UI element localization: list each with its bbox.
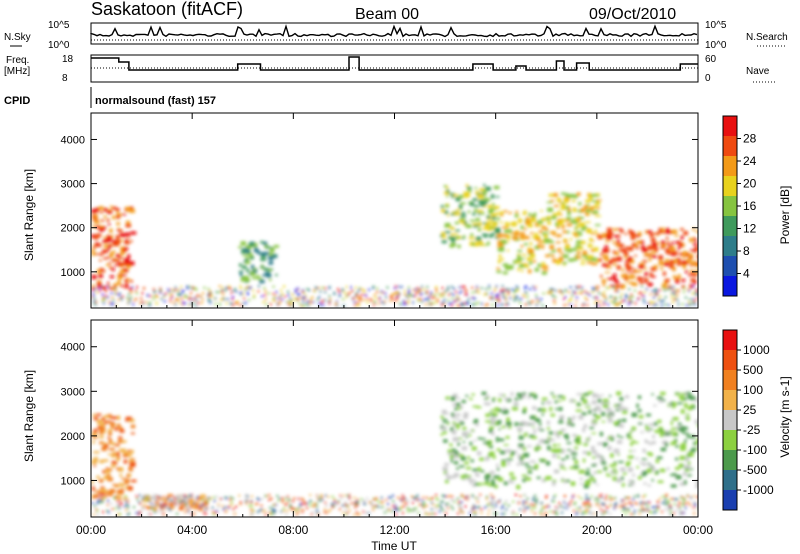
nsearch-label: N.Search xyxy=(746,32,788,43)
velocity-panel: 4000 3000 2000 1000 00:00 04:00 08:00 12:00 16:0… xyxy=(22,319,713,553)
data-region xyxy=(495,210,551,275)
beam-title: Beam 00 xyxy=(355,6,419,23)
nsky-label: N.Sky xyxy=(4,32,31,43)
power-colorbar-label: Power [dB] xyxy=(778,186,792,245)
colorbar-swatch xyxy=(723,196,737,217)
xtick-label: 08:00 xyxy=(278,523,308,537)
colorbar-swatch xyxy=(723,470,737,491)
colorbar-tick-label: 500 xyxy=(743,363,763,377)
velocity-xlabel: Time UT xyxy=(371,539,417,553)
colorbar-tick-label: 25 xyxy=(743,403,757,417)
velocity-ylabel: Slant Range [km] xyxy=(22,370,36,462)
colorbar-swatch xyxy=(723,430,737,451)
colorbar-tick-label: 20 xyxy=(743,177,757,191)
ytick-label: 4000 xyxy=(61,134,85,146)
nsky-line xyxy=(90,24,698,38)
data-region xyxy=(440,184,501,249)
colorbar-swatch xyxy=(723,276,737,297)
colorbar-tick-label: -100 xyxy=(743,443,767,457)
ytick-label: 3000 xyxy=(61,179,85,191)
colorbar-tick-label: 8 xyxy=(743,244,750,258)
colorbar-tick-label: 24 xyxy=(743,154,757,168)
date-title: 09/Oct/2010 xyxy=(589,6,676,23)
colorbar-swatch xyxy=(723,176,737,197)
colorbar-tick-label: 16 xyxy=(743,199,757,213)
colorbar-swatch xyxy=(723,256,737,277)
data-region xyxy=(91,205,137,292)
colorbar-tick-label: 28 xyxy=(743,132,757,146)
nave-tick-bottom: 0 xyxy=(705,73,711,84)
ytick-label: 2000 xyxy=(61,431,85,443)
colorbar-swatch xyxy=(723,156,737,177)
freq-panel: Freq. [MHz] 18 8 60 0 Nave xyxy=(4,54,776,84)
colorbar-swatch xyxy=(723,410,737,431)
ytick-label: 2000 xyxy=(61,223,85,235)
xtick-label: 00:00 xyxy=(76,523,106,537)
freq-label-1: Freq. xyxy=(6,55,29,66)
colorbar-tick-label: 4 xyxy=(743,267,750,281)
colorbar-swatch xyxy=(723,216,737,237)
colorbar-tick-label: 1000 xyxy=(743,343,770,357)
xtick-label: 16:00 xyxy=(481,523,511,537)
xtick-label: 20:00 xyxy=(582,523,612,537)
power-colorbar: 28 24 20 16 12 8 4 Power [dB] xyxy=(722,115,792,297)
ground-scatter xyxy=(91,285,698,307)
freq-tick-bottom: 8 xyxy=(62,73,68,84)
ytick-label: 3000 xyxy=(61,386,85,398)
colorbar-swatch xyxy=(723,450,737,471)
data-region xyxy=(440,391,698,490)
xtick-label: 00:00 xyxy=(683,523,713,537)
ytick-label: 1000 xyxy=(61,267,85,279)
power-ylabel: Slant Range [km] xyxy=(22,169,36,261)
velocity-colorbar: 1000 500 100 25 -25 -100 -500 -1000 Velocity [m… xyxy=(722,329,792,511)
data-region xyxy=(546,192,602,266)
xtick-label: 04:00 xyxy=(177,523,207,537)
colorbar-tick-label: -25 xyxy=(743,423,761,437)
nsearch-tick-bottom: 10^0 xyxy=(705,40,727,51)
cpid-label: CPID xyxy=(4,95,30,107)
data-region xyxy=(91,413,137,501)
freq-label-2: [MHz] xyxy=(4,66,30,77)
xtick-label: 12:00 xyxy=(379,523,409,537)
ytick-label: 1000 xyxy=(61,475,85,487)
colorbar-tick-label: 100 xyxy=(743,383,763,397)
cpid-value: normalsound (fast) 157 xyxy=(95,95,216,107)
ground-scatter xyxy=(91,493,698,516)
colorbar-swatch xyxy=(723,350,737,371)
colorbar-swatch xyxy=(723,490,737,511)
colorbar-swatch xyxy=(723,116,737,137)
station-title: Saskatoon (fitACF) xyxy=(91,0,243,19)
colorbar-tick-label: 12 xyxy=(743,222,757,236)
cpid-row: CPID normalsound (fast) 157 xyxy=(4,87,216,108)
power-panel: 4000 3000 2000 1000 Slant Range [km] xyxy=(22,112,699,309)
colorbar-tick-label: -500 xyxy=(743,463,767,477)
colorbar-swatch xyxy=(723,330,737,351)
nsky-tick-bottom: 10^0 xyxy=(48,40,70,51)
data-region xyxy=(597,227,698,289)
velocity-colorbar-label: Velocity [m s-1] xyxy=(778,376,792,457)
ytick-label: 4000 xyxy=(61,342,85,354)
colorbar-tick-label: -1000 xyxy=(743,483,774,497)
nave-label: Nave xyxy=(746,66,770,77)
nave-tick-top: 60 xyxy=(705,54,717,65)
colorbar-swatch xyxy=(723,136,737,157)
colorbar-swatch xyxy=(723,236,737,257)
data-region xyxy=(238,241,279,284)
freq-line xyxy=(91,56,698,71)
nsearch-tick-top: 10^5 xyxy=(705,20,727,31)
colorbar-swatch xyxy=(723,370,737,391)
freq-tick-top: 18 xyxy=(62,54,74,65)
colorbar-swatch xyxy=(723,390,737,411)
nsky-panel: N.Sky 10^5 10^0 10^5 10^0 N.Search xyxy=(4,20,788,51)
nsky-tick-top: 10^5 xyxy=(48,20,70,31)
